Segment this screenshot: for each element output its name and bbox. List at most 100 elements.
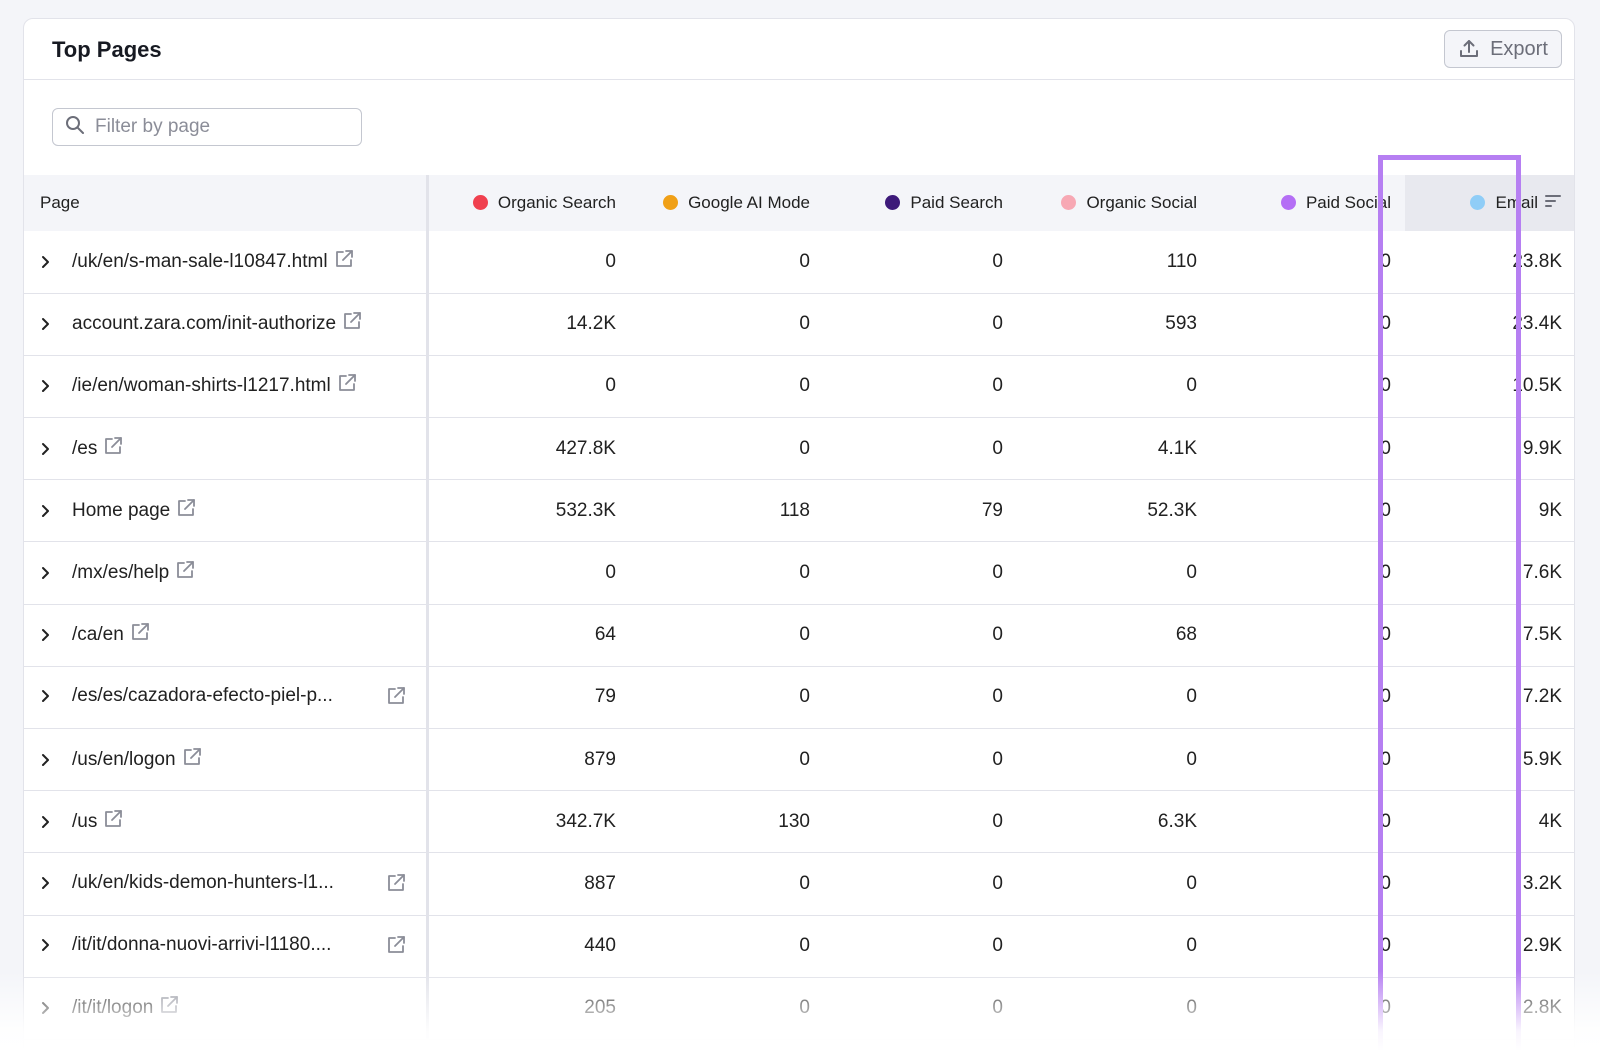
table-row[interactable]: Home page 532.3K 118 79 52.3K 0 9K: [24, 479, 1574, 542]
external-link-icon[interactable]: [103, 809, 123, 835]
paid-social-cell: 0: [1380, 748, 1391, 770]
chevron-right-icon[interactable]: [40, 999, 52, 1021]
organic-social-cell: 110: [1166, 250, 1197, 272]
page-link[interactable]: account.zara.com/init-authorize: [72, 313, 337, 335]
search-box[interactable]: [52, 108, 362, 146]
email-cell: 9.9K: [1522, 437, 1562, 459]
column-header-paid-social[interactable]: Paid Social: [1211, 175, 1405, 231]
search-input[interactable]: [95, 116, 335, 138]
table-row[interactable]: /it/it/logon 205 0 0 0 0 2.8K: [24, 977, 1574, 1040]
chevron-right-icon[interactable]: [40, 315, 52, 337]
table-row[interactable]: /us 342.7K 130 0 6.3K 0 4K: [24, 790, 1574, 853]
card-title: Top Pages: [52, 37, 162, 62]
external-link-icon[interactable]: [342, 311, 362, 337]
email-cell: 10.5K: [1512, 375, 1562, 397]
table-row[interactable]: /mx/es/help 0 0 0 0 0 7.6K: [24, 541, 1574, 605]
table-row[interactable]: /ca/en 64 0 0 68 0 7.5K: [24, 604, 1574, 667]
table-row[interactable]: /es/es/cazadora-efecto-piel-p... 79 0 0 0 0 7.…: [24, 666, 1574, 729]
sort-descending-icon[interactable]: [1544, 193, 1562, 214]
paid-search-cell: 79: [981, 499, 1003, 521]
organic-search-cell: 0: [605, 562, 616, 584]
organic-search-cell: 14.2K: [566, 313, 616, 335]
page-link[interactable]: /us: [72, 810, 98, 832]
page-link[interactable]: /es/es/cazadora-efecto-piel-p...: [72, 685, 333, 707]
page-link[interactable]: /ie/en/woman-shirts-l1217.html: [72, 375, 331, 397]
chevron-right-icon[interactable]: [40, 936, 52, 958]
email-cell: 3.2K: [1522, 872, 1562, 894]
page-link[interactable]: /it/it/donna-nuovi-arrivi-l1180....: [72, 934, 332, 956]
table-row[interactable]: /uk/en/kids-demon-hunters-l1... 887 0 0 0 0 3.…: [24, 852, 1574, 916]
chevron-right-icon[interactable]: [40, 564, 52, 586]
page-link[interactable]: /us/en/logon: [72, 748, 176, 770]
email-cell: 7.6K: [1522, 562, 1562, 584]
paid-search-cell: 0: [992, 997, 1003, 1019]
chevron-right-icon[interactable]: [40, 874, 52, 896]
organic-search-cell: 427.8K: [555, 437, 616, 459]
chevron-right-icon[interactable]: [40, 253, 52, 275]
page-link[interactable]: Home page: [72, 499, 171, 521]
paid-search-dot: [885, 195, 901, 210]
chevron-right-icon[interactable]: [40, 687, 52, 709]
google-ai-mode-cell: 0: [799, 562, 810, 584]
table-row[interactable]: /it/it/donna-nuovi-arrivi-l1180.... 440 0 0…: [24, 915, 1574, 978]
organic-search-cell: 64: [594, 624, 616, 646]
paid-search-cell: 0: [992, 624, 1003, 646]
table-row[interactable]: /es 427.8K 0 0 4.1K 0 9.9K: [24, 417, 1574, 480]
organic-search-cell: 0: [605, 375, 616, 397]
chevron-right-icon[interactable]: [40, 813, 52, 835]
table-body: /uk/en/s-man-sale-l10847.html 0 0 0 110 0 23.8…: [24, 231, 1574, 1040]
external-link-icon[interactable]: [130, 622, 150, 648]
external-link-icon[interactable]: [386, 686, 406, 712]
export-button[interactable]: Export: [1444, 30, 1562, 68]
page-link[interactable]: /it/it/logon: [72, 997, 154, 1019]
chevron-right-icon[interactable]: [40, 440, 52, 462]
organic-social-cell: 0: [1186, 748, 1197, 770]
chevron-right-icon[interactable]: [40, 751, 52, 773]
page-link[interactable]: /es: [72, 437, 98, 459]
page-cell: /uk/en/s-man-sale-l10847.html: [24, 231, 429, 294]
column-header-page[interactable]: Page: [24, 175, 429, 231]
chevron-right-icon[interactable]: [40, 377, 52, 399]
organic-search-cell: 532.3K: [555, 499, 616, 521]
paid-social-cell: 0: [1380, 437, 1391, 459]
external-link-icon[interactable]: [103, 436, 123, 462]
page-link[interactable]: /ca/en: [72, 624, 124, 646]
paid-search-cell: 0: [992, 562, 1003, 584]
table-row[interactable]: /ie/en/woman-shirts-l1217.html 0 0 0 0 0 10.5K: [24, 355, 1574, 418]
column-header-paid-search[interactable]: Paid Search: [824, 175, 1017, 231]
chevron-right-icon[interactable]: [40, 626, 52, 648]
external-link-icon[interactable]: [159, 995, 179, 1021]
paid-social-dot: [1280, 195, 1296, 210]
column-header-email[interactable]: Email: [1405, 175, 1574, 231]
filter-row: [24, 80, 1574, 175]
table-row[interactable]: /us/en/logon 879 0 0 0 0 5.9K: [24, 728, 1574, 791]
paid-social-cell: 0: [1380, 997, 1391, 1019]
top-pages-card: Top Pages Export: [23, 18, 1575, 1051]
external-link-icon[interactable]: [386, 873, 406, 899]
external-link-icon[interactable]: [334, 249, 354, 275]
external-link-icon[interactable]: [175, 560, 195, 586]
column-header-organic-search[interactable]: Organic Search: [427, 175, 630, 231]
table-row[interactable]: account.zara.com/init-authorize 14.2K 0 0 59…: [24, 293, 1574, 356]
page-link[interactable]: /uk/en/kids-demon-hunters-l1...: [72, 871, 334, 893]
external-link-icon[interactable]: [386, 935, 406, 961]
chevron-right-icon[interactable]: [40, 502, 52, 524]
external-link-icon[interactable]: [337, 373, 357, 399]
column-header-google-ai-mode[interactable]: Google AI Mode: [630, 175, 824, 231]
organic-search-cell: 879: [584, 748, 616, 770]
paid-social-cell: 0: [1380, 872, 1391, 894]
google-ai-mode-cell: 0: [799, 872, 810, 894]
organic-social-dot: [1061, 195, 1077, 210]
page-link[interactable]: /uk/en/s-man-sale-l10847.html: [72, 250, 328, 272]
paid-social-cell: 0: [1380, 686, 1391, 708]
table-row[interactable]: /uk/en/s-man-sale-l10847.html 0 0 0 110 0 23.8…: [24, 231, 1574, 294]
external-link-icon[interactable]: [176, 498, 196, 524]
column-header-organic-social[interactable]: Organic Social: [1017, 175, 1211, 231]
page-link[interactable]: /mx/es/help: [72, 562, 170, 584]
export-label: Export: [1490, 37, 1548, 60]
page-cell: /ca/en: [24, 604, 429, 667]
external-link-icon[interactable]: [182, 747, 202, 773]
organic-social-cell: 0: [1186, 997, 1197, 1019]
organic-search-dot: [472, 195, 488, 210]
paid-social-cell: 0: [1380, 499, 1391, 521]
